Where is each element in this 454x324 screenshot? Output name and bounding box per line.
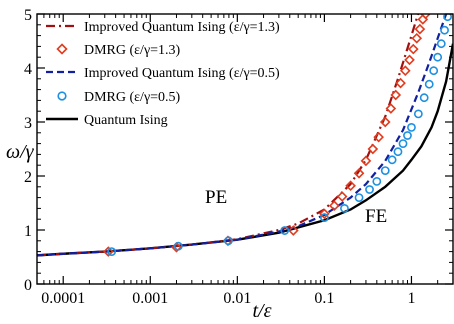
x-tick-label: 1 — [407, 290, 415, 307]
y-tick-label: 2 — [24, 169, 32, 186]
x-tick-label: 0.1 — [314, 290, 334, 307]
region-label-fe: FE — [365, 206, 387, 227]
y-tick-label: 5 — [24, 7, 32, 24]
legend-label-0: Improved Quantum Ising (ε/γ=1.3) — [84, 20, 280, 35]
y-tick-label: 3 — [24, 115, 32, 132]
x-tick-label: 0.01 — [223, 290, 251, 307]
legend-label-1: DMRG (ε/γ=1.3) — [84, 43, 181, 58]
region-label-pe: PE — [205, 187, 227, 208]
x-tick-label: 0.0001 — [41, 290, 85, 307]
legend-label-3: DMRG (ε/γ=0.5) — [84, 90, 181, 105]
y-tick-label: 0 — [24, 277, 32, 294]
legend-label-2: Improved Quantum Ising (ε/γ=0.5) — [84, 66, 280, 81]
y-tick-label: 1 — [24, 223, 32, 240]
x-axis-title: t/ε — [253, 300, 272, 322]
y-tick-label: 4 — [24, 61, 32, 78]
y-axis-title: ω/γ — [6, 141, 35, 163]
legend-label-4: Quantum Ising — [84, 113, 168, 128]
x-tick-label: 0.001 — [132, 290, 168, 307]
